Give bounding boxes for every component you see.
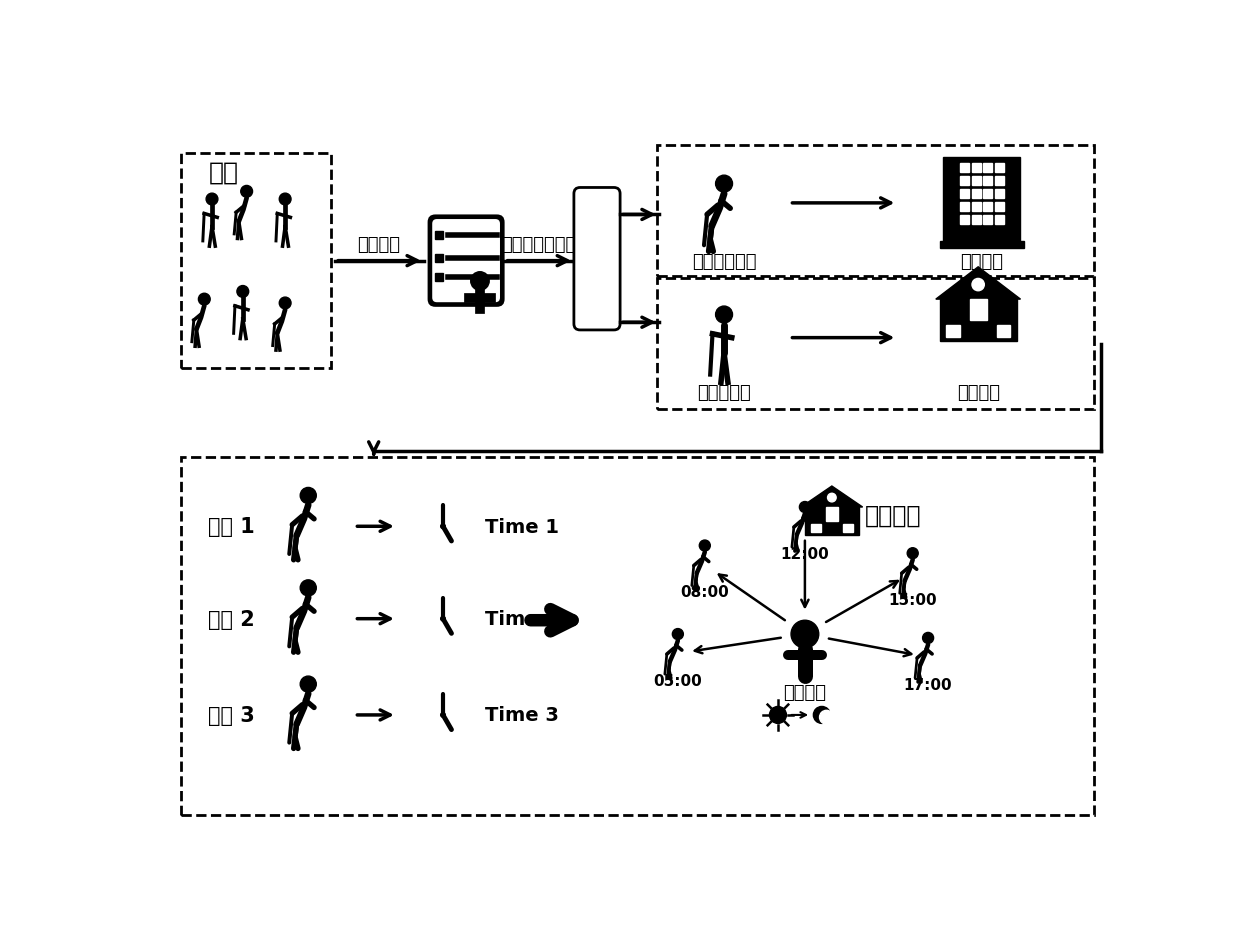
Bar — [983, 203, 992, 213]
Bar — [960, 176, 970, 186]
Polygon shape — [801, 486, 863, 508]
Text: 12:00: 12:00 — [780, 547, 830, 561]
Bar — [983, 216, 992, 226]
Text: 05:00: 05:00 — [653, 673, 702, 688]
Text: 不能自理老人: 不能自理老人 — [692, 252, 756, 270]
Bar — [994, 176, 1004, 186]
Bar — [972, 216, 981, 226]
Bar — [972, 176, 981, 186]
Bar — [960, 190, 970, 199]
Circle shape — [791, 621, 818, 649]
Circle shape — [440, 524, 445, 529]
Circle shape — [206, 194, 218, 206]
Bar — [940, 242, 1024, 249]
Circle shape — [412, 496, 474, 558]
Bar — [994, 190, 1004, 199]
Circle shape — [440, 617, 445, 622]
Circle shape — [908, 548, 918, 560]
Bar — [994, 216, 1004, 226]
Text: Time 2: Time 2 — [485, 610, 559, 628]
Text: Time 1: Time 1 — [485, 517, 559, 536]
Bar — [972, 190, 981, 199]
Circle shape — [672, 629, 683, 640]
Bar — [983, 163, 992, 173]
Bar — [970, 300, 987, 321]
Polygon shape — [936, 267, 1021, 300]
Circle shape — [440, 713, 445, 717]
Bar — [805, 508, 859, 535]
Bar — [994, 203, 1004, 213]
Circle shape — [923, 633, 934, 644]
Circle shape — [279, 298, 291, 310]
Text: 17:00: 17:00 — [904, 677, 952, 692]
Bar — [960, 203, 970, 213]
Bar — [940, 300, 1017, 342]
Circle shape — [198, 294, 211, 305]
Text: 看护人员: 看护人员 — [784, 683, 826, 701]
Bar — [960, 163, 970, 173]
Circle shape — [715, 176, 733, 193]
Bar — [657, 279, 1095, 410]
Bar — [826, 508, 838, 522]
Circle shape — [820, 711, 833, 725]
Bar — [181, 458, 1094, 815]
Text: 等级 3: 等级 3 — [208, 705, 254, 725]
Bar — [435, 232, 443, 239]
Circle shape — [827, 494, 836, 502]
Circle shape — [241, 187, 253, 198]
Bar — [181, 154, 331, 369]
Bar — [960, 216, 970, 226]
Bar — [435, 274, 443, 281]
Bar — [811, 524, 821, 533]
Circle shape — [715, 307, 733, 324]
Text: 15:00: 15:00 — [888, 592, 937, 607]
Text: 08:00: 08:00 — [681, 585, 729, 599]
Bar — [946, 325, 960, 338]
Bar — [944, 158, 1021, 242]
Bar — [972, 163, 981, 173]
Circle shape — [813, 707, 831, 724]
Circle shape — [800, 502, 811, 513]
Bar — [435, 255, 443, 263]
FancyBboxPatch shape — [433, 220, 500, 303]
Circle shape — [972, 279, 985, 291]
Bar — [983, 190, 992, 199]
Circle shape — [412, 684, 474, 746]
Circle shape — [770, 707, 786, 724]
Bar — [997, 325, 1011, 338]
Bar — [983, 176, 992, 186]
Circle shape — [237, 286, 249, 298]
FancyBboxPatch shape — [428, 215, 505, 307]
Circle shape — [300, 580, 316, 597]
Text: 居家养老: 居家养老 — [866, 503, 921, 527]
Text: 可自理老人: 可自理老人 — [697, 383, 751, 401]
Circle shape — [300, 677, 316, 692]
Circle shape — [471, 273, 490, 290]
Circle shape — [699, 540, 711, 551]
FancyBboxPatch shape — [574, 188, 620, 330]
Text: Time 3: Time 3 — [485, 705, 559, 725]
Text: 数据采集: 数据采集 — [357, 236, 401, 253]
Text: 老人评估及分类: 老人评估及分类 — [502, 236, 577, 253]
Bar — [994, 163, 1004, 173]
Bar — [657, 146, 1095, 277]
Text: 社区养老: 社区养老 — [961, 252, 1003, 270]
Text: 等级 2: 等级 2 — [208, 609, 254, 629]
Text: 老人: 老人 — [208, 161, 238, 185]
Bar — [972, 203, 981, 213]
Text: 等级 1: 等级 1 — [208, 517, 254, 536]
Circle shape — [279, 194, 291, 206]
Bar — [843, 524, 853, 533]
Circle shape — [412, 588, 474, 650]
Circle shape — [300, 488, 316, 504]
Text: 居家养老: 居家养老 — [956, 383, 999, 401]
